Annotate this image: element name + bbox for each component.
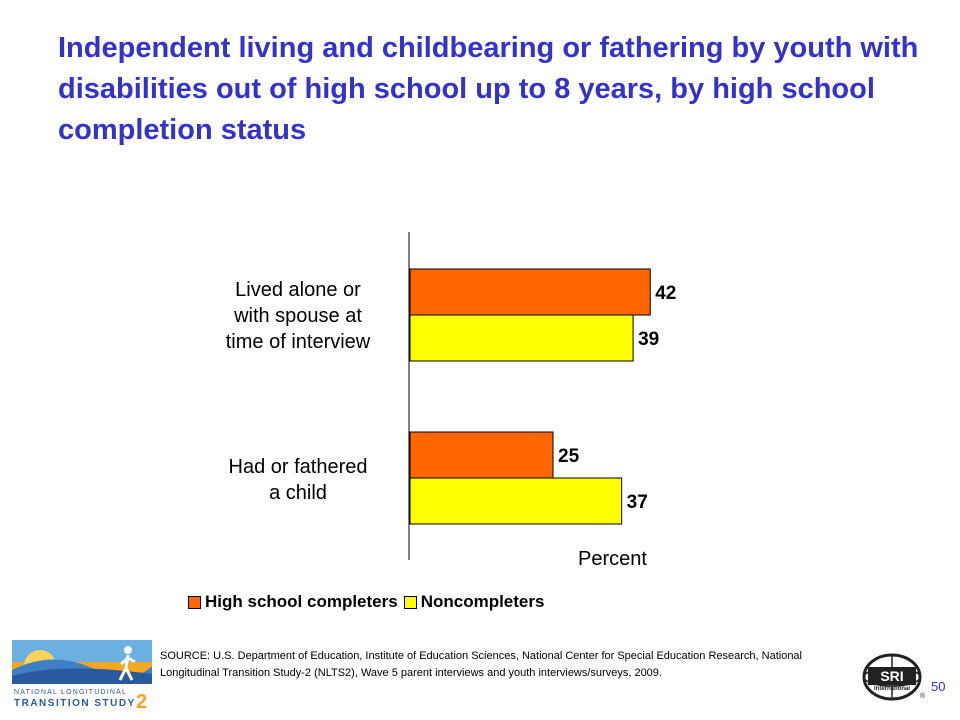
nlts-number: 2 [136,691,147,710]
page-number: 50 [931,679,946,694]
legend-swatch-noncompleters [403,595,417,609]
legend-label-completers: High school completers [205,592,398,611]
nlts-line2: TRANSITION STUDY [14,698,136,709]
category-label-line: Had or fathered [229,456,368,478]
x-axis-label: Percent [578,548,647,570]
category-label-line: a child [269,482,327,504]
legend-swatch-completers [188,595,201,609]
legend: High school completers Noncompleters [188,592,550,612]
registered-mark: ® [920,692,926,700]
nlts-line1: NATIONAL LONGITUDINAL [14,689,127,696]
category-label-1: Had or fathered a child [229,456,368,504]
data-label-noncompleters-1: 37 [627,492,648,513]
nlts2-logo: NATIONAL LONGITUDINAL TRANSITION STUDY 2 [12,640,152,710]
category-label-0: Lived alone or with spouse at time of inte… [226,279,371,353]
data-label-noncompleters-0: 39 [638,329,659,350]
category-label-line: time of interview [226,331,371,353]
category-label-line: Lived alone or [235,279,361,301]
sri-subtext: International [874,686,910,692]
bar-noncompleters-0 [409,314,634,362]
bar-noncompleters-1 [409,477,623,525]
legend-label-noncompleters: Noncompleters [420,592,545,611]
bar-completers-1 [409,431,554,479]
data-label-completers-0: 42 [655,283,676,304]
sri-text: SRI [880,668,903,684]
data-label-completers-1: 25 [558,446,580,467]
legend-item-completers: High school completers [188,592,398,612]
sri-international-logo: SRI International ® [862,653,926,701]
bar-completers-0 [409,268,651,316]
legend-item-noncompleters: Noncompleters [403,592,545,612]
slide-title: Independent living and childbearing or f… [58,32,919,146]
source-note: SOURCE: U.S. Department of Education, In… [160,650,802,679]
category-label-line: with spouse at [233,305,362,327]
